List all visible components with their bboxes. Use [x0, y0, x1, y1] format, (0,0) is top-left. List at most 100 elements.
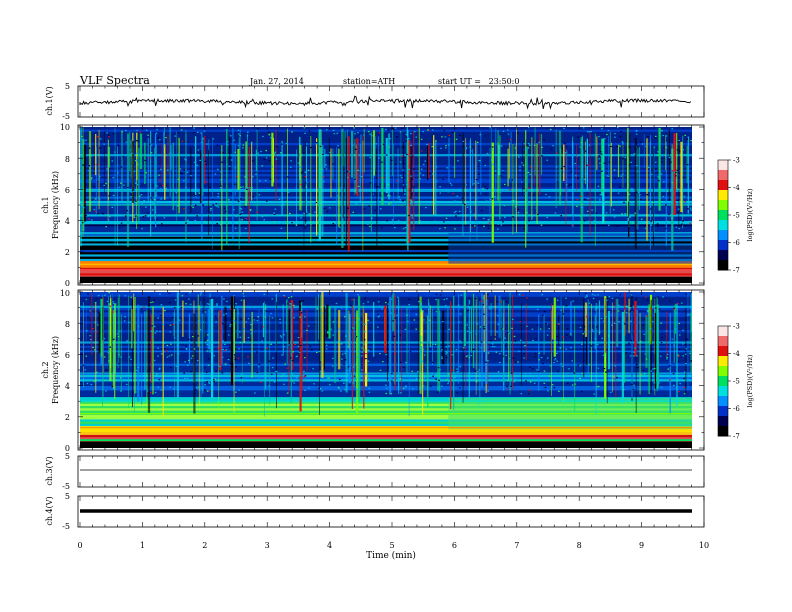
sferic-streak — [453, 295, 455, 410]
spectrogram-speckle — [520, 393, 523, 395]
spectrogram-speckle — [318, 188, 321, 190]
spectrogram-speckle — [133, 216, 136, 218]
spectrogram-speckle — [451, 131, 454, 133]
spectrogram-speckle — [426, 143, 428, 146]
spectrogram-speckle — [513, 381, 515, 383]
spectrogram-speckle — [340, 187, 343, 189]
spectrogram-speckle — [595, 212, 598, 214]
spectrogram-speckle — [635, 130, 638, 132]
sferic-streak — [407, 129, 409, 251]
spectrogram-speckle — [356, 356, 359, 358]
spectrogram-speckle — [434, 343, 437, 345]
spectrogram-speckle — [543, 370, 546, 372]
spectrogram-speckle — [685, 293, 687, 295]
ch1-ytick: 2 — [65, 248, 70, 257]
spectrogram-speckle — [630, 339, 633, 341]
sferic-streak — [665, 141, 667, 246]
spectrogram-speckle — [117, 144, 120, 146]
spectrogram-speckle — [548, 328, 550, 330]
spectrogram-speckle — [540, 224, 543, 226]
sferic-streak — [666, 311, 668, 360]
spectrogram-speckle — [152, 209, 154, 211]
spectrogram-speckle — [152, 203, 154, 205]
spectrogram-speckle — [465, 148, 468, 150]
spectrogram-speckle — [510, 378, 513, 380]
spectrogram-speckle — [487, 352, 490, 354]
sferic-streak — [690, 312, 692, 373]
sferic-streak — [389, 299, 391, 387]
ch3-waveform-frame — [77, 455, 705, 488]
spectrogram-speckle — [459, 134, 461, 136]
spectrogram-speckle — [136, 152, 138, 154]
spectrogram-speckle — [406, 155, 408, 157]
sferic-streak — [152, 306, 154, 395]
spectrogram-speckle — [482, 188, 484, 190]
sferic-streak — [601, 138, 604, 194]
ch2-ytick: 8 — [65, 320, 70, 329]
spectrogram-speckle — [631, 383, 633, 385]
spectrogram-speckle — [565, 297, 567, 299]
spectrogram-speckle — [368, 205, 370, 207]
sferic-streak — [465, 137, 467, 225]
spectrogram-speckle — [676, 149, 679, 151]
spectrogram-speckle — [325, 129, 328, 131]
spectrogram-speckle — [682, 149, 684, 151]
spectrogram-speckle — [514, 378, 516, 380]
spectrogram-speckle — [581, 343, 583, 345]
spectrogram-speckle — [396, 296, 399, 298]
spectrogram-speckle — [328, 377, 331, 379]
spectrogram-speckle — [350, 305, 352, 307]
spectrogram-speckle — [394, 317, 396, 319]
colorbar-tick-label: -4 — [733, 184, 740, 192]
spectrogram-speckle — [482, 297, 485, 299]
spectrogram-speckle — [212, 138, 215, 140]
spectrogram-speckle — [162, 323, 165, 325]
spectrogram-speckle — [553, 361, 555, 363]
sferic-streak — [612, 302, 613, 393]
spectrogram-speckle — [435, 180, 438, 183]
spectrogram-speckle — [497, 315, 499, 317]
spectrogram-speckle — [126, 210, 128, 212]
x-tick-label: 6 — [452, 541, 457, 550]
sferic-streak — [237, 308, 239, 339]
sferic-streak — [138, 147, 140, 222]
spectrogram-speckle — [185, 222, 187, 224]
spectrogram-speckle — [621, 386, 623, 388]
spectrogram-speckle — [671, 217, 673, 219]
spectrogram-speckle — [181, 295, 184, 297]
spectrogram-speckle — [540, 357, 543, 359]
spectrogram-speckle — [252, 224, 254, 227]
spectrogram-speckle — [196, 131, 199, 133]
x-tick-label: 4 — [327, 541, 332, 550]
spectrogram-speckle — [475, 333, 478, 335]
ch1-spectrogram-yticks: 0 2 4 6 8 10 — [60, 123, 70, 288]
sferic-streak — [202, 137, 204, 196]
sferic-streak — [363, 309, 365, 409]
spectrogram-speckle — [507, 380, 509, 382]
spectrogram-speckle — [529, 173, 531, 175]
spectrogram-speckle — [379, 221, 381, 223]
spectrogram-speckle — [144, 159, 147, 162]
spectrogram-speckle — [642, 372, 644, 374]
spectrogram-speckle — [250, 329, 252, 331]
spectrogram-speckle — [178, 175, 180, 177]
colorbar-segment — [718, 406, 728, 417]
x-tick-label: 0 — [77, 541, 82, 550]
sferic-streak — [348, 310, 350, 349]
sferic-streak — [408, 305, 410, 417]
spectrogram-speckle — [137, 325, 140, 327]
sferic-streak — [362, 140, 364, 251]
spectrogram-speckle — [325, 164, 327, 166]
sferic-streak — [595, 303, 597, 415]
spectrogram-band — [80, 292, 692, 295]
spectrogram-speckle — [127, 186, 129, 189]
spectrogram-speckle — [544, 386, 547, 389]
spectrogram-speckle — [108, 360, 110, 362]
spectrogram-speckle — [113, 302, 115, 305]
spectrogram-speckle — [206, 350, 209, 352]
spectrogram-speckle — [480, 300, 483, 302]
spectrogram-speckle — [410, 154, 412, 156]
spectrogram-speckle — [90, 155, 92, 157]
sferic-streak — [539, 133, 541, 196]
spectrogram-band — [80, 211, 692, 215]
